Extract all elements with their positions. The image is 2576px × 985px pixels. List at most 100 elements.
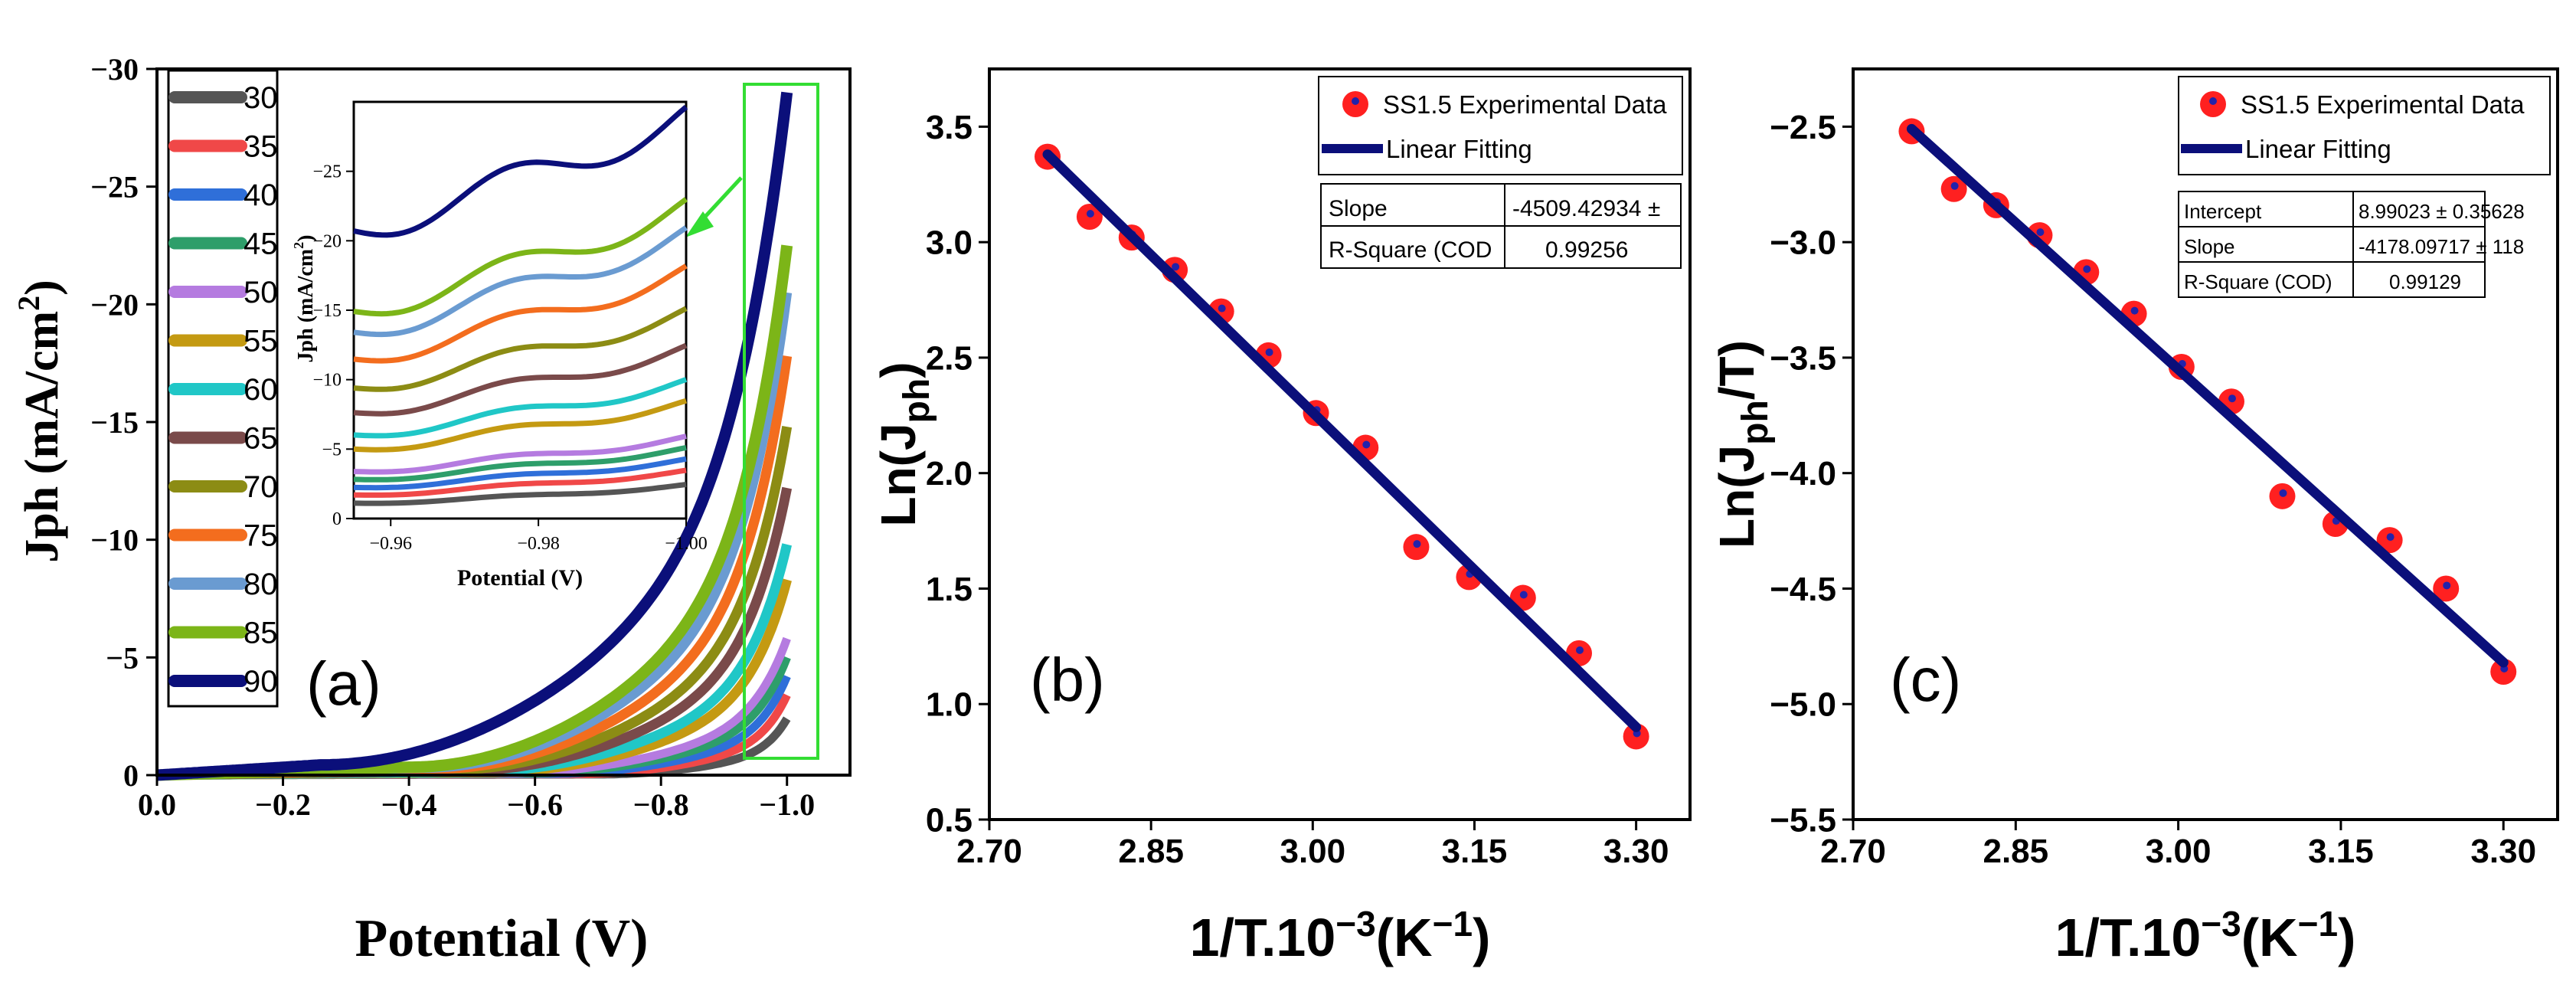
- y-tick-label: 3.0: [926, 224, 973, 262]
- panel-label: (c): [1890, 646, 1961, 714]
- x-axis-label-exp: −3: [1335, 904, 1375, 944]
- x-tick-label: 2.70: [1820, 833, 1886, 870]
- legend-label: 30: [244, 81, 278, 115]
- y-tick-label: 3.5: [926, 109, 973, 146]
- data-point-core: [1265, 348, 1273, 356]
- x-axis-label-unit-exp: −1: [1433, 904, 1473, 944]
- inset-y-axis-label: Jph (mA/cm2): [291, 235, 318, 363]
- y-axis-label-close: /T): [1709, 340, 1764, 400]
- y-tick-label: −5.0: [1770, 686, 1836, 724]
- y-tick-label: −3.5: [1770, 339, 1836, 377]
- inset-series-line-50: [353, 434, 687, 475]
- axis-ticks: 2.70 2.85 3.00 3.15 3.30 0.5 1.0 1.5 2.0 2.5 3.0 3.…: [926, 109, 1669, 870]
- panel-c: 2.70 2.85 3.00 3.15 3.30 −5.5 −5.0 −4.5 −4.0 −3.5…: [1709, 67, 2559, 967]
- inset-x-tick-label: −0.98: [517, 534, 560, 554]
- inset-y-tick-label: −15: [312, 301, 342, 321]
- legend-box: [2178, 76, 2551, 175]
- y-axis-label-sup: 2: [11, 296, 46, 311]
- data-point-core: [1413, 540, 1421, 548]
- data-point-core: [2386, 533, 2395, 542]
- inset-series-line-75: [353, 263, 688, 364]
- y-tick-label: −5.5: [1770, 801, 1836, 839]
- data-point-core: [2036, 228, 2045, 237]
- y-axis-label: Jph (mA/cm2): [11, 280, 68, 563]
- legend-label-line: Linear Fitting: [2245, 135, 2391, 163]
- legend-label: 60: [244, 373, 278, 407]
- data-point-core: [1086, 209, 1094, 218]
- y-axis-label-close: ): [871, 362, 926, 378]
- stats-table: Intercept 8.99023 ± 0.35628 Slope -4178.…: [2178, 191, 2525, 298]
- inset-y-tick-label: −5: [322, 440, 342, 460]
- x-tick-label: 3.15: [1442, 833, 1508, 870]
- y-tick-label: 1.5: [926, 571, 973, 608]
- y-axis-label-main: Jph (mA/cm: [16, 311, 68, 563]
- data-point-core: [2130, 306, 2139, 315]
- legend-label-scatter: SS1.5 Experimental Data: [2241, 90, 2525, 119]
- y-axis-label-sub: ph: [897, 378, 937, 424]
- data-point-core: [1362, 440, 1371, 449]
- y-axis-label: Ln(Jph/T): [1709, 340, 1776, 548]
- data-point-core: [1576, 646, 1584, 654]
- x-tick-label: −0.4: [381, 787, 437, 822]
- inset-series-line-55: [353, 398, 688, 453]
- y-axis-label-close: ): [16, 280, 68, 296]
- stats-table-frame: [2178, 191, 2486, 298]
- inset-y-axis-label-sup: 2: [291, 242, 306, 249]
- inset-series-line-85: [353, 197, 688, 317]
- y-tick-label: −4.5: [1770, 571, 1836, 608]
- legend-label: 65: [244, 422, 278, 456]
- inset-y-tick-label: −25: [312, 162, 342, 182]
- y-tick-label: −25: [90, 170, 139, 205]
- stats-table-cell: 8.99023 ± 0.35628: [2359, 200, 2525, 223]
- panel-label: (a): [306, 650, 381, 718]
- fit-line: [1042, 149, 1642, 732]
- stats-table-cell: 0.99129: [2389, 270, 2461, 293]
- inset-series-line-90: [353, 105, 688, 238]
- inset-y-tick-label: −10: [312, 371, 342, 391]
- x-axis-label-main: 1/T.10: [2055, 908, 2202, 967]
- panel-b: 2.70 2.85 3.00 3.15 3.30 0.5 1.0 1.5 2.0 2.5 3.0 3.…: [871, 67, 1692, 967]
- stats-table-cell: 0.99256: [1545, 237, 1628, 263]
- legend-label-line: Linear Fitting: [1386, 135, 1532, 163]
- stats-table-cell: Slope: [2184, 235, 2235, 258]
- x-axis-label-close: ): [1473, 908, 1490, 967]
- inset-series-line-45: [353, 444, 687, 483]
- series-line-90: [154, 91, 793, 781]
- inset-series-line-80: [353, 225, 688, 338]
- data-point-core: [1172, 263, 1180, 271]
- y-axis-label-main: Ln(J: [871, 423, 926, 526]
- inset-y-axis-label-close: ): [294, 235, 318, 242]
- legend: SS1.5 Experimental Data Linear Fitting: [2178, 76, 2551, 175]
- y-tick-label: −2.5: [1770, 109, 1836, 146]
- inset-series-line-30: [353, 482, 687, 506]
- y-axis-label-main: Ln(J: [1709, 445, 1764, 548]
- x-axis-label-close: ): [2338, 908, 2355, 967]
- inset-axis-ticks: −0.96 −0.98 −1.00 0 −5 −10 −15 −20 −25: [312, 162, 707, 554]
- y-tick-label: −20: [90, 287, 139, 322]
- fit-line: [1906, 123, 2509, 668]
- x-tick-label: 0.0: [138, 787, 176, 822]
- data-point-core: [2083, 265, 2091, 273]
- panel-label: (b): [1030, 646, 1105, 714]
- x-axis-label-unit: (K: [1376, 908, 1433, 967]
- y-tick-label: 1.0: [926, 686, 973, 724]
- legend-label: 90: [244, 665, 278, 699]
- x-tick-label: 2.85: [1983, 833, 2048, 870]
- inset-x-tick-label: −0.96: [369, 534, 412, 554]
- x-tick-label: −1.0: [759, 787, 815, 822]
- y-tick-label: 0: [123, 758, 139, 793]
- legend-label: 50: [244, 276, 278, 309]
- x-tick-label: 3.15: [2308, 833, 2374, 870]
- x-axis-label: 1/T.10−3(K−1): [2055, 904, 2356, 967]
- inset-y-axis-label-main: Jph (mA/cm: [294, 249, 318, 363]
- x-axis-label-exp: −3: [2201, 904, 2241, 944]
- legend-marker-scatter-core: [2209, 97, 2217, 105]
- y-tick-label: −10: [90, 523, 139, 558]
- stats-table-cell: R-Square (COD): [2184, 270, 2332, 293]
- x-tick-label: −0.8: [633, 787, 689, 822]
- y-tick-label: −15: [90, 405, 139, 440]
- x-tick-label: 2.70: [956, 833, 1022, 870]
- inset-y-tick-label: 0: [332, 509, 342, 529]
- x-axis-label: Potential (V): [355, 909, 649, 968]
